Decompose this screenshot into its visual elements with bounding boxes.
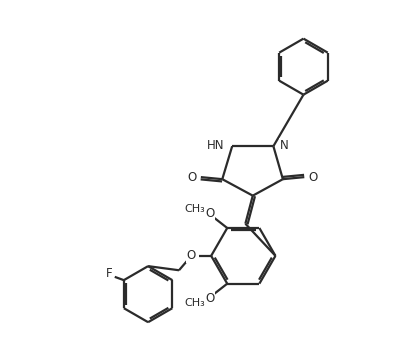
Text: O: O [188, 171, 197, 184]
Text: O: O [186, 249, 196, 262]
Text: CH₃: CH₃ [185, 204, 205, 213]
Text: N: N [279, 139, 288, 152]
Text: O: O [205, 207, 214, 220]
Text: CH₃: CH₃ [185, 298, 205, 308]
Text: HN: HN [207, 139, 225, 152]
Text: O: O [205, 292, 214, 305]
Text: F: F [106, 267, 112, 280]
Text: O: O [309, 171, 318, 184]
